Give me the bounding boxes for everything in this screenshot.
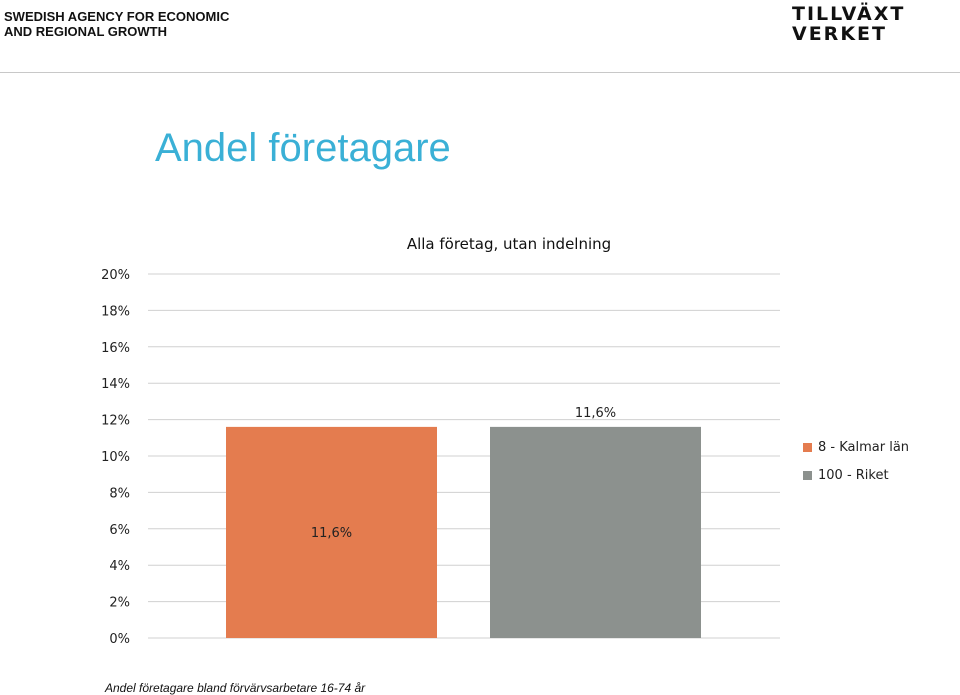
chart-title: Alla företag, utan indelning — [407, 235, 611, 253]
agency-name-line2: AND REGIONAL GROWTH — [4, 24, 167, 39]
y-tick-label: 8% — [109, 486, 130, 501]
y-tick-label: 12% — [101, 414, 130, 429]
legend-item-riket: 100 - Riket — [803, 461, 909, 489]
legend-swatch-riket — [803, 470, 812, 480]
logo-line1: TILLVÄXT — [792, 3, 906, 25]
y-tick-label: 16% — [101, 341, 130, 356]
y-tick-label: 4% — [109, 559, 130, 574]
y-tick-label: 2% — [109, 596, 130, 611]
agency-name: SWEDISH AGENCY FOR ECONOMIC AND REGIONAL… — [4, 9, 229, 39]
y-tick-label: 14% — [101, 377, 130, 392]
y-tick-label: 20% — [101, 268, 130, 283]
data-label-kalmar: 11,6% — [311, 526, 352, 541]
y-tick-label: 10% — [101, 450, 130, 465]
footer-note: Andel företagare bland förvärvsarbetare … — [105, 681, 366, 695]
legend-item-kalmar: 8 - Kalmar län — [803, 433, 909, 461]
header-divider — [0, 72, 960, 73]
agency-name-line1: SWEDISH AGENCY FOR ECONOMIC — [4, 9, 230, 24]
tillvaxtverket-logo: TILLVÄXT VERKET — [792, 4, 905, 44]
legend-label-kalmar: 8 - Kalmar län — [818, 439, 910, 455]
legend-label-riket: 100 - Riket — [818, 467, 889, 483]
y-tick-label: 0% — [109, 632, 130, 647]
y-tick-label: 18% — [101, 304, 130, 319]
slide-title: Andel företagare — [155, 126, 451, 170]
bar-kalmar — [226, 426, 437, 638]
logo-line2: VERKET — [792, 23, 887, 45]
data-label-riket: 11,6% — [575, 406, 616, 421]
chart-legend: 8 - Kalmar län 100 - Riket — [803, 433, 909, 489]
bar-riket — [490, 426, 701, 638]
y-tick-label: 6% — [109, 523, 130, 538]
legend-swatch-kalmar — [803, 442, 812, 452]
